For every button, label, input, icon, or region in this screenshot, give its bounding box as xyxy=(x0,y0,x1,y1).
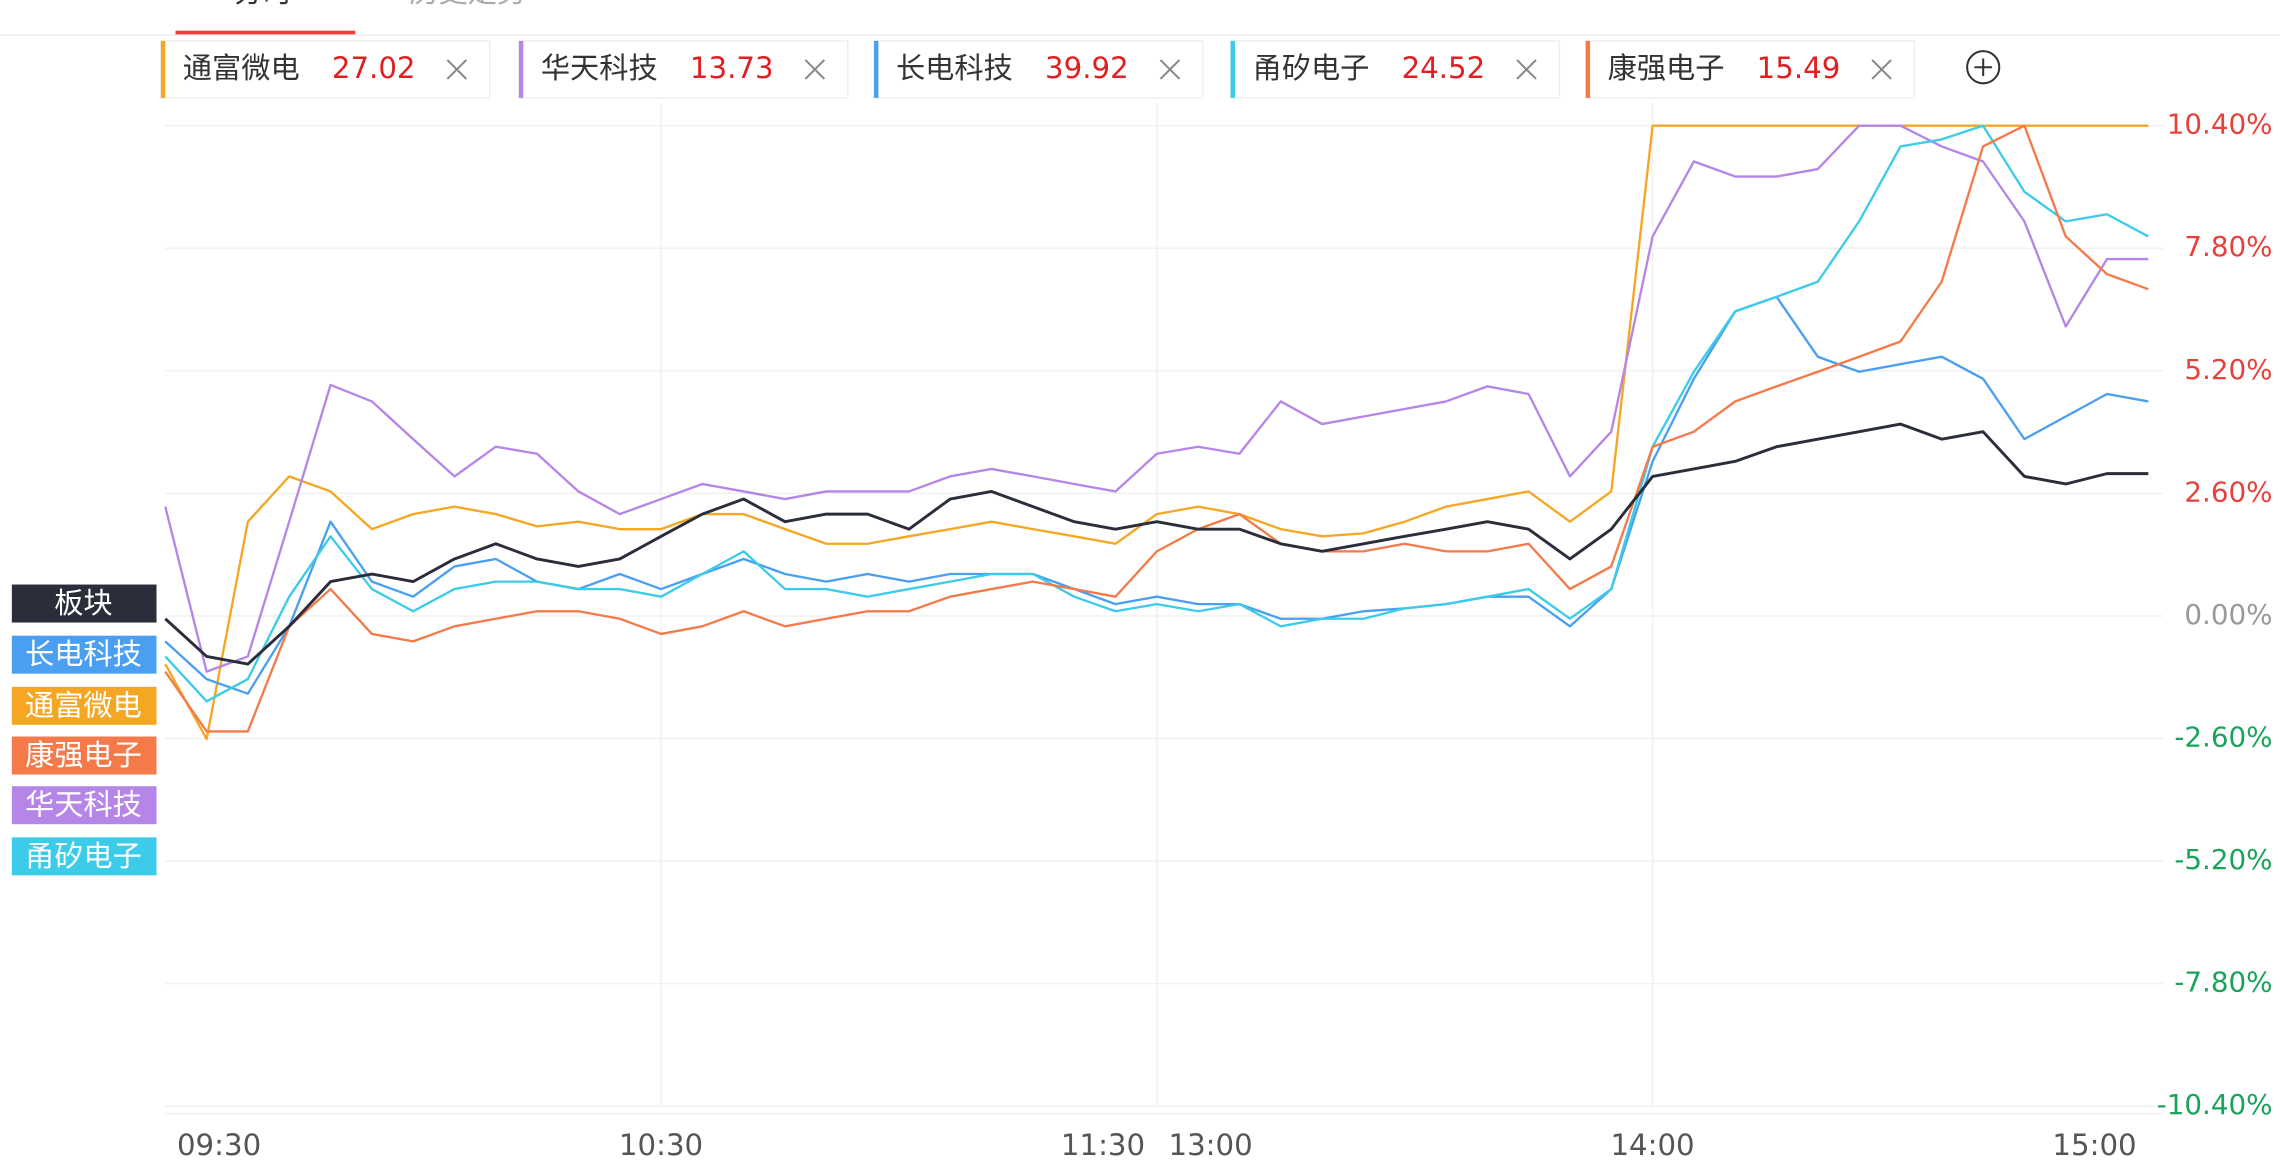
tab-name: 华天科技 xyxy=(541,51,658,85)
legend-swatch xyxy=(11,736,157,775)
x-tick-label: 13:00 xyxy=(1168,1128,1252,1162)
tab-name: 长电科技 xyxy=(896,51,1013,85)
add-plus xyxy=(1974,58,1992,76)
tab-price: 13.73 xyxy=(690,51,774,85)
legend-swatch xyxy=(11,584,157,623)
x-tick-label: 10:30 xyxy=(619,1128,703,1162)
tab-close[interactable] xyxy=(804,59,826,80)
tab-close[interactable] xyxy=(1871,59,1892,80)
legend-label: 甬矽电子 xyxy=(25,839,142,873)
y-tick-label: 0.00% xyxy=(2184,598,2272,631)
tab-close[interactable] xyxy=(1159,59,1181,80)
y-tick-label: 7.80% xyxy=(2184,230,2272,263)
y-tick-label: -7.80% xyxy=(2174,966,2272,999)
tab-color-bar xyxy=(874,40,879,98)
tab-price: 24.52 xyxy=(1402,51,1486,85)
stock-tab[interactable]: 华天科技 13.73 xyxy=(518,40,849,99)
x-tick-label: 15:00 xyxy=(2052,1128,2136,1162)
legend-swatch xyxy=(11,686,157,725)
tab-name: 康强电子 xyxy=(1608,51,1725,85)
legend-label: 康强电子 xyxy=(25,738,142,772)
tab-name: 通富微电 xyxy=(183,51,300,85)
add-button[interactable] xyxy=(1966,50,2001,85)
series-line xyxy=(164,124,2149,741)
stock-tab[interactable]: 康强电子 15.49 xyxy=(1584,40,1916,99)
tab-price: 27.02 xyxy=(332,51,416,85)
series-line xyxy=(164,422,2149,666)
legend-swatch xyxy=(11,837,157,876)
add-circle xyxy=(1966,50,2001,85)
stock-tab[interactable]: 通富微电 27.02 xyxy=(160,40,491,99)
tab-color-bar xyxy=(160,40,166,98)
tab-box xyxy=(518,40,849,99)
tab-box xyxy=(1584,40,1916,99)
stock-tab[interactable]: 甬矽电子 24.52 xyxy=(1229,40,1561,99)
series-line xyxy=(164,124,2149,703)
y-tick-label: 2.60% xyxy=(2184,475,2272,508)
legend-swatch xyxy=(11,635,157,674)
x-tick-label: 09:30 xyxy=(177,1128,261,1162)
legend-swatch xyxy=(11,786,157,825)
y-tick-label: -10.40% xyxy=(2157,1088,2273,1121)
tab-price: 39.92 xyxy=(1045,51,1129,85)
tab-color-bar xyxy=(1230,40,1235,98)
y-tick-label: 5.20% xyxy=(2184,353,2272,386)
tab-close[interactable] xyxy=(446,59,468,80)
tab-underline xyxy=(175,30,356,36)
tab-close[interactable] xyxy=(1516,59,1537,80)
tab-box xyxy=(873,40,1204,99)
legend-label: 板块 xyxy=(54,586,112,620)
x-tick-label: 14:00 xyxy=(1610,1128,1694,1162)
x-tick-label: 11:30 xyxy=(1061,1128,1145,1162)
tab-history[interactable]: 历史走势 xyxy=(409,0,526,9)
y-tick-label: -2.60% xyxy=(2174,721,2272,754)
y-tick-label: -5.20% xyxy=(2174,843,2272,876)
legend-label: 华天科技 xyxy=(25,788,142,822)
series-line xyxy=(164,124,2149,733)
tab-color-bar xyxy=(518,40,524,98)
tab-box xyxy=(160,40,491,99)
series-line xyxy=(164,295,2149,695)
series-line xyxy=(164,124,2149,673)
tab-name: 甬矽电子 xyxy=(1253,51,1370,85)
tab-color-bar xyxy=(1585,40,1591,98)
y-tick-label: 10.40% xyxy=(2167,108,2273,141)
tab-price: 15.49 xyxy=(1757,51,1841,85)
stock-tab[interactable]: 长电科技 39.92 xyxy=(873,40,1204,99)
tab-intraday[interactable]: 分时 xyxy=(234,0,292,9)
legend-label: 长电科技 xyxy=(25,637,142,671)
legend-label: 通富微电 xyxy=(25,688,142,722)
